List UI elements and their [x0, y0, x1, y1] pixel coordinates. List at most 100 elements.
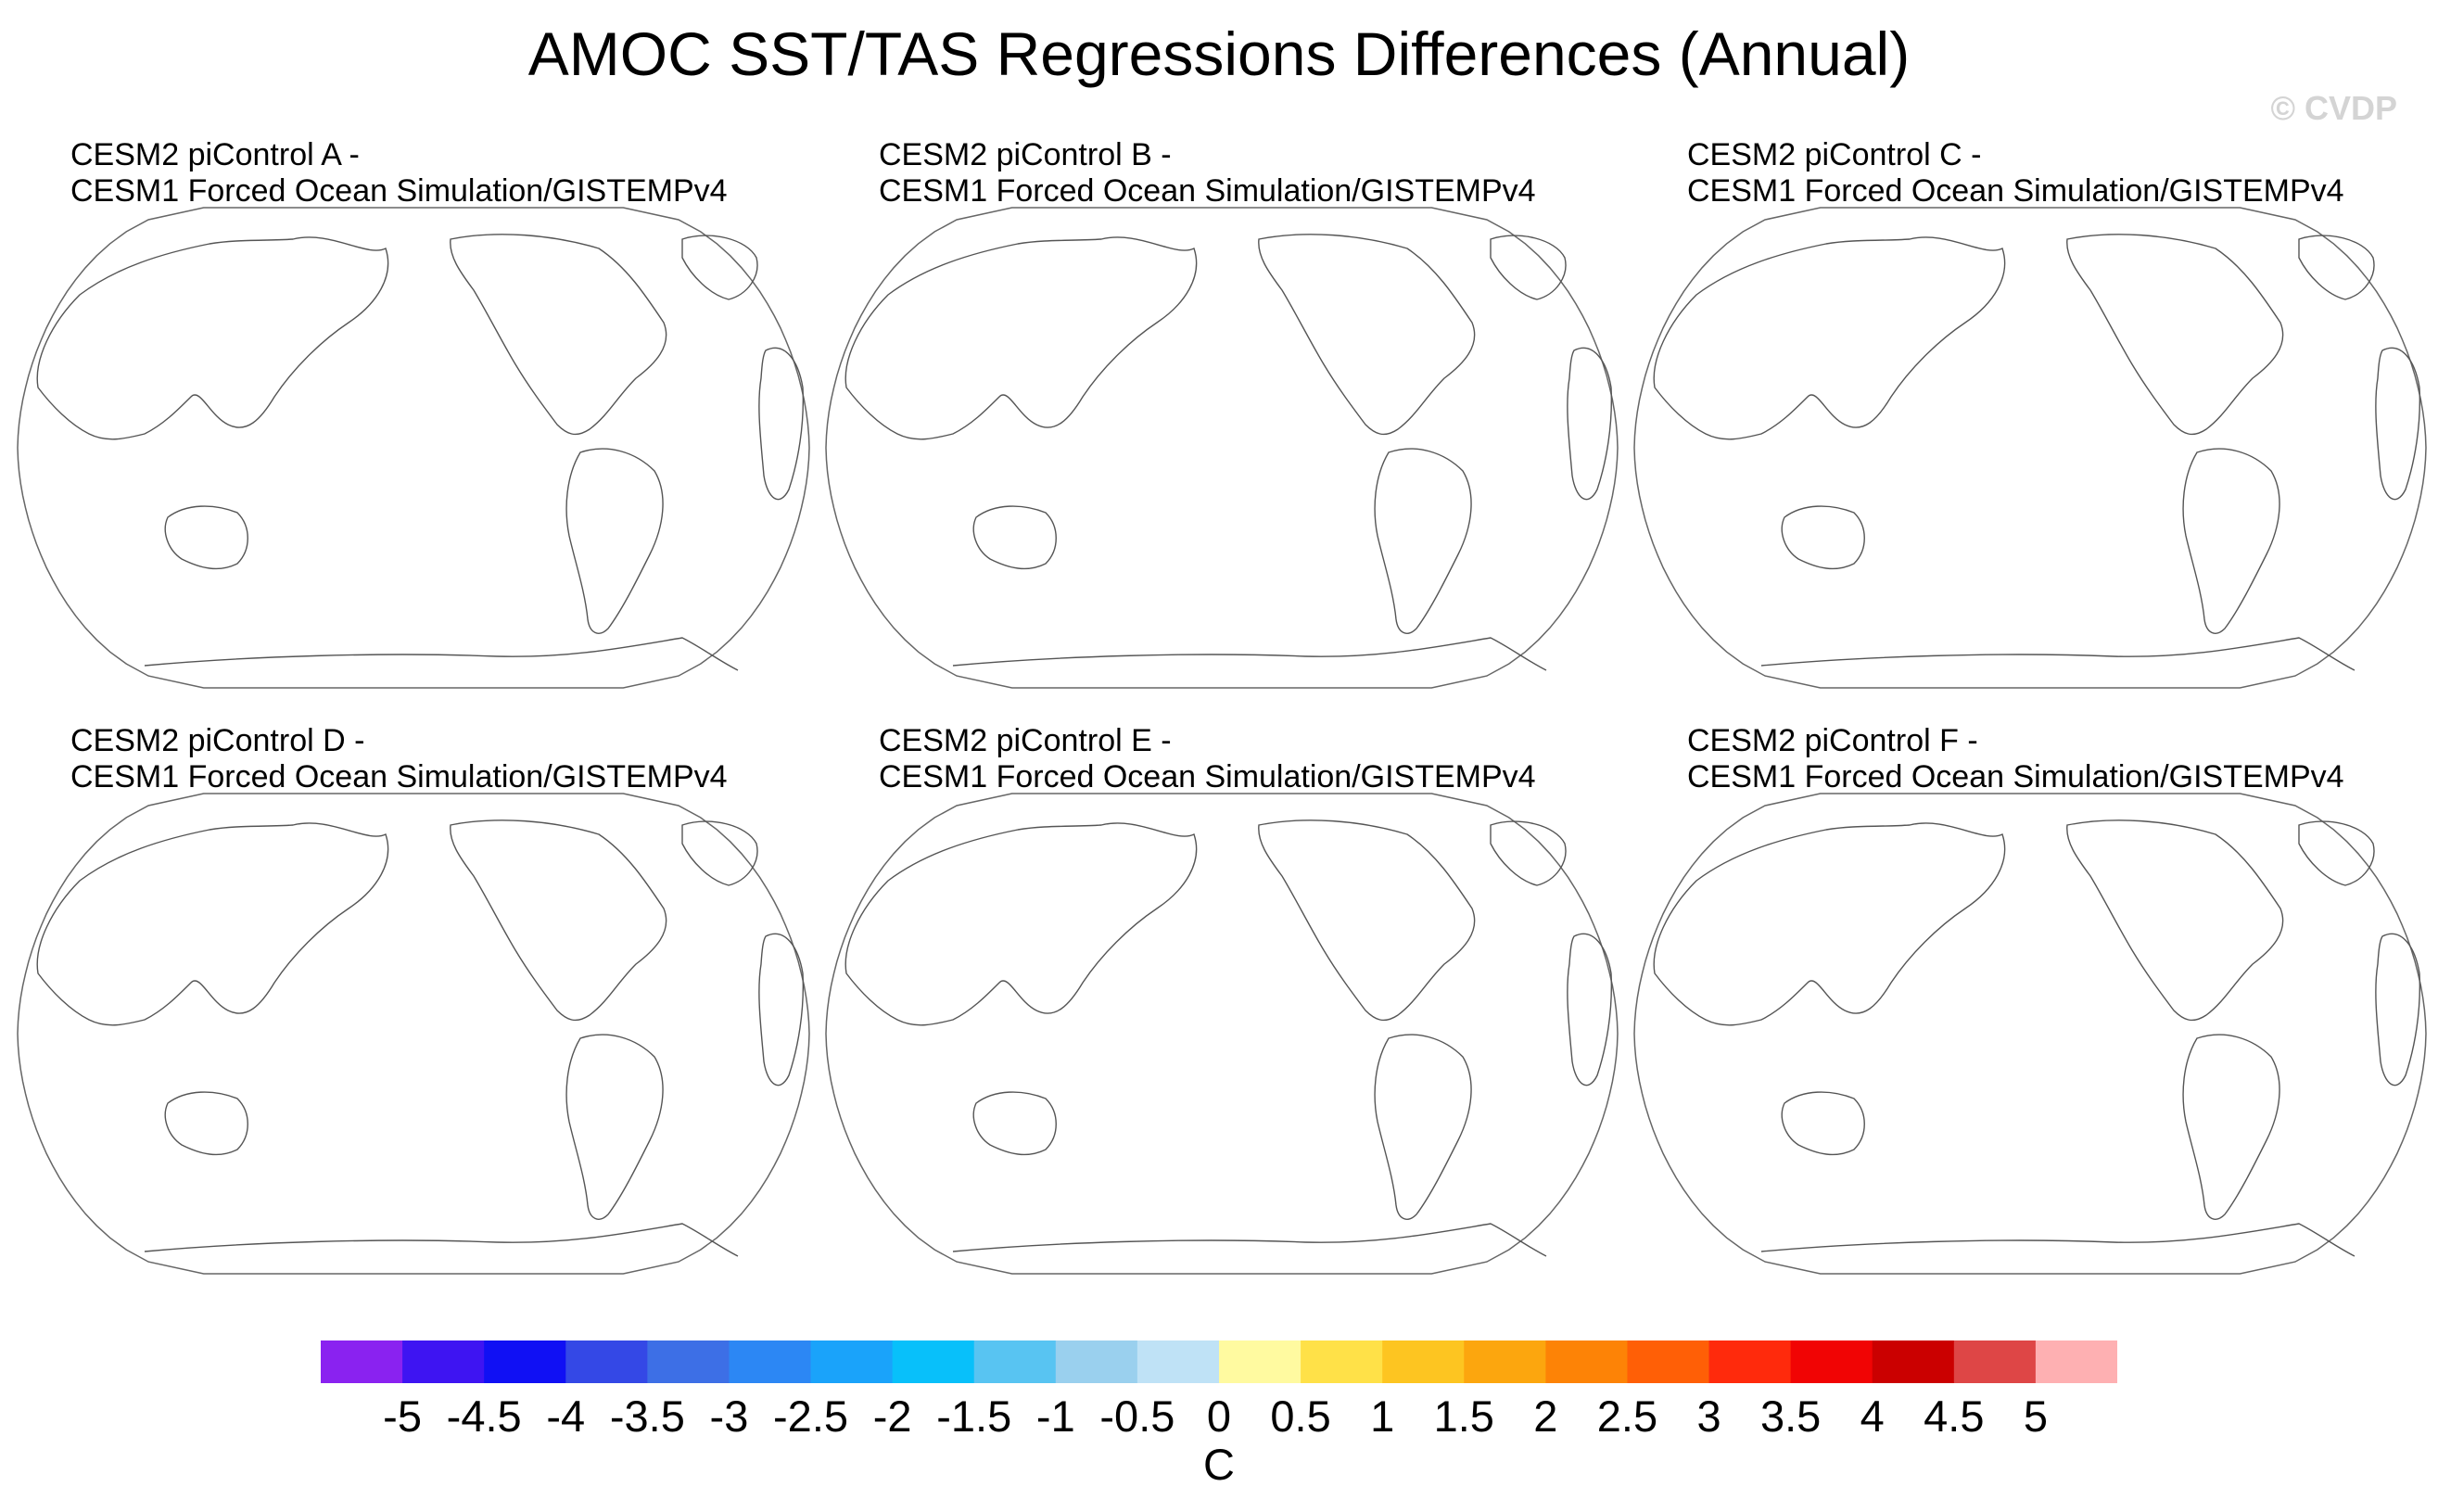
- watermark: © CVDP: [2270, 89, 2397, 127]
- coastline: [1760, 1223, 2355, 1257]
- colorbar-box: [1545, 1340, 1628, 1383]
- colorbar-box: [1790, 1340, 1873, 1383]
- colorbar: [321, 1340, 2117, 1383]
- colorbar-tick: -4.5: [446, 1391, 522, 1441]
- colorbar-tick: -2.5: [773, 1391, 849, 1441]
- colorbar-box: [321, 1340, 403, 1383]
- panel-title-line1: CESM2 piControl F -: [1687, 723, 1978, 758]
- colorbar-tick: -3: [709, 1391, 749, 1441]
- colorbar-box: [647, 1340, 730, 1383]
- map-panel: CESM2 piControl C - CESM1 Forced Ocean Si…: [1632, 137, 2429, 693]
- world-map: [825, 207, 1619, 689]
- coastline: [164, 1091, 248, 1156]
- world-map: [1633, 207, 2427, 689]
- colorbar-box: [1219, 1340, 1302, 1383]
- panel-title-line1: CESM2 piControl A -: [70, 137, 360, 172]
- colorbar-tick: -0.5: [1099, 1391, 1175, 1441]
- coastline: [2375, 347, 2421, 501]
- map-panel: CESM2 piControl E - CESM1 Forced Ocean Si…: [823, 723, 1620, 1279]
- coastline: [450, 234, 667, 436]
- panel-title-line2: CESM1 Forced Ocean Simulation/GISTEMPv4: [1687, 759, 2344, 794]
- coastline: [952, 637, 1547, 671]
- coastline: [758, 347, 805, 501]
- coastline: [36, 822, 389, 1026]
- coastline: [681, 820, 758, 886]
- colorbar-tick: 4.5: [1924, 1391, 1985, 1441]
- coastline: [1374, 448, 1472, 634]
- coastline: [144, 637, 739, 671]
- colorbar-box: [1872, 1340, 1955, 1383]
- panel-title-line1: CESM2 piControl C -: [1687, 137, 1982, 172]
- colorbar-box: [1627, 1340, 1710, 1383]
- coastline: [2066, 820, 2284, 1022]
- world-map: [825, 793, 1619, 1275]
- colorbar-box: [1301, 1340, 1383, 1383]
- colorbar-tick: -3.5: [609, 1391, 685, 1441]
- panel-title-line1: CESM2 piControl E -: [879, 723, 1172, 758]
- panel-title-line1: CESM2 piControl D -: [70, 723, 365, 758]
- coastline: [164, 505, 248, 570]
- colorbar-box: [1708, 1340, 1792, 1383]
- panel-title: CESM2 piControl B - CESM1 Forced Ocean Si…: [879, 137, 1536, 210]
- colorbar-tick: -2: [872, 1391, 912, 1441]
- coastline: [844, 822, 1198, 1026]
- colorbar-box: [973, 1340, 1057, 1383]
- panel-title-line2: CESM1 Forced Ocean Simulation/GISTEMPv4: [70, 759, 728, 794]
- colorbar-box: [1136, 1340, 1220, 1383]
- coastline: [450, 820, 667, 1022]
- colorbar-tick: 1: [1370, 1391, 1395, 1441]
- panel-title: CESM2 piControl C - CESM1 Forced Ocean Si…: [1687, 137, 2344, 210]
- coastline: [565, 1034, 664, 1220]
- coastline: [1567, 933, 1613, 1086]
- colorbar-tick: 2.5: [1596, 1391, 1658, 1441]
- coastline: [2182, 1034, 2280, 1220]
- coastline: [1653, 822, 2006, 1026]
- coastline: [1490, 820, 1567, 886]
- coastline: [758, 933, 805, 1086]
- panel-title-line1: CESM2 piControl B -: [879, 137, 1172, 172]
- map-frame: [825, 793, 1619, 1275]
- colorbar-box: [484, 1340, 566, 1383]
- colorbar-box: [1055, 1340, 1138, 1383]
- colorbar-tick: 5: [2023, 1391, 2048, 1441]
- coastline: [2298, 820, 2375, 886]
- colorbar-tick: -1: [1035, 1391, 1075, 1441]
- panel-title: CESM2 piControl A - CESM1 Forced Ocean Si…: [70, 137, 728, 210]
- coastline: [952, 1223, 1547, 1257]
- coastline: [1567, 347, 1613, 501]
- panel-title-line2: CESM1 Forced Ocean Simulation/GISTEMPv4: [1687, 173, 2344, 209]
- colorbar-box: [2035, 1340, 2117, 1383]
- colorbar-tick: 3: [1696, 1391, 1721, 1441]
- map-frame: [17, 793, 810, 1275]
- world-map: [17, 207, 810, 689]
- colorbar-box: [1382, 1340, 1465, 1383]
- map-panel: CESM2 piControl A - CESM1 Forced Ocean Si…: [15, 137, 812, 693]
- coastline: [2375, 933, 2421, 1086]
- coastline: [36, 236, 389, 440]
- world-map: [17, 793, 810, 1275]
- coastline: [1781, 1091, 1865, 1156]
- map-panel: CESM2 piControl D - CESM1 Forced Ocean Si…: [15, 723, 812, 1279]
- coastline: [1653, 236, 2006, 440]
- colorbar-box: [892, 1340, 975, 1383]
- map-panel: CESM2 piControl F - CESM1 Forced Ocean Si…: [1632, 723, 2429, 1279]
- colorbar-tick: 4: [1860, 1391, 1885, 1441]
- coastline: [1490, 235, 1567, 300]
- map-frame: [17, 207, 810, 689]
- panel-title-line2: CESM1 Forced Ocean Simulation/GISTEMPv4: [879, 759, 1536, 794]
- coastline: [144, 1223, 739, 1257]
- coastline: [1760, 637, 2355, 671]
- panel-title: CESM2 piControl E - CESM1 Forced Ocean Si…: [879, 723, 1536, 795]
- colorbar-tick: 0: [1206, 1391, 1232, 1441]
- coastline: [681, 235, 758, 300]
- colorbar-tick: 3.5: [1759, 1391, 1822, 1441]
- map-frame: [825, 207, 1619, 689]
- coastline: [1258, 234, 1476, 436]
- colorbar-box: [729, 1340, 812, 1383]
- colorbar-tick: 0.5: [1270, 1391, 1331, 1441]
- colorbar-units: C: [1203, 1440, 1235, 1489]
- colorbar-box: [1464, 1340, 1546, 1383]
- coastline: [2066, 234, 2284, 436]
- colorbar-tick: -4: [546, 1391, 586, 1441]
- panel-title-line2: CESM1 Forced Ocean Simulation/GISTEMPv4: [879, 173, 1536, 209]
